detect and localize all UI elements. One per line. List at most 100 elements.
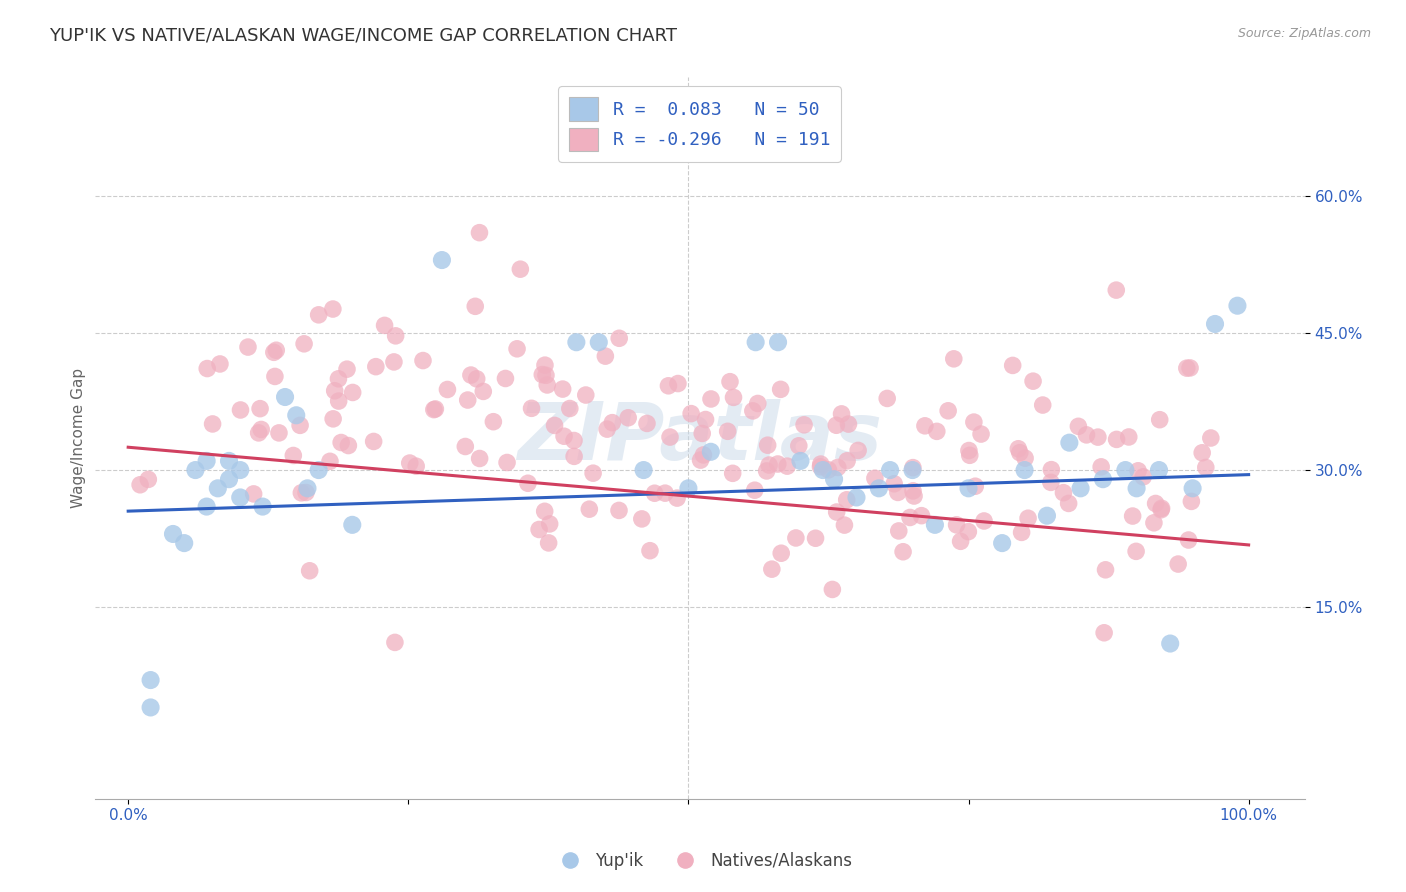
Point [531,368,554,382]
Point [810,459,832,474]
Point [295,485,318,500]
Point [638,543,661,558]
Point [887,485,910,500]
Point [901,460,924,475]
Point [1039,475,1062,490]
Point [1144,496,1167,510]
Point [1150,502,1173,516]
Point [644,486,666,500]
Point [804,531,827,545]
Point [330,435,353,450]
Point [509,262,531,277]
Point [1052,485,1074,500]
Point [834,518,856,533]
Point [129,477,152,491]
Point [770,546,793,560]
Point [756,438,779,452]
Point [901,483,924,498]
Point [741,404,763,418]
Point [1001,359,1024,373]
Point [1105,283,1128,297]
Point [323,384,346,398]
Point [1226,299,1249,313]
Point [721,467,744,481]
Point [666,491,689,505]
Point [957,481,980,495]
Point [457,392,479,407]
Point [1032,398,1054,412]
Point [562,450,585,464]
Point [405,459,427,474]
Point [263,345,285,359]
Point [322,412,344,426]
Point [1143,516,1166,530]
Point [689,453,711,467]
Point [617,410,640,425]
Point [229,403,252,417]
Point [236,340,259,354]
Point [468,451,491,466]
Point [575,388,598,402]
Point [290,485,312,500]
Point [582,466,605,480]
Point [1181,481,1204,495]
Point [322,301,344,316]
Point [218,454,240,468]
Point [384,635,406,649]
Point [817,463,839,477]
Point [537,536,560,550]
Point [436,383,458,397]
Y-axis label: Wage/Income Gap: Wage/Income Gap [72,368,86,508]
Point [959,448,981,462]
Point [1175,361,1198,376]
Point [717,425,740,439]
Point [1195,460,1218,475]
Point [744,483,766,498]
Point [207,481,229,495]
Point [553,429,575,443]
Point [308,308,330,322]
Point [496,455,519,469]
Point [588,335,610,350]
Point [891,545,914,559]
Point [1114,463,1136,477]
Point [267,425,290,440]
Point [945,517,967,532]
Point [264,343,287,358]
Point [831,407,853,421]
Point [758,458,780,472]
Point [534,358,557,372]
Point [465,372,488,386]
Point [229,463,252,477]
Point [195,454,218,468]
Point [218,472,240,486]
Point [1070,481,1092,495]
Point [1091,472,1114,486]
Point [925,425,948,439]
Point [681,407,703,421]
Point [139,700,162,714]
Point [695,412,717,426]
Legend: Yup'ik, Natives/Alaskans: Yup'ik, Natives/Alaskans [547,846,859,877]
Point [1150,501,1173,516]
Point [364,359,387,374]
Point [382,355,405,369]
Point [901,463,924,477]
Point [292,336,315,351]
Point [596,422,619,436]
Point [1007,442,1029,456]
Point [1014,463,1036,477]
Point [162,527,184,541]
Point [846,443,869,458]
Point [914,418,936,433]
Point [769,382,792,396]
Point [328,394,350,409]
Point [288,418,311,433]
Point [472,384,495,399]
Point [910,508,932,523]
Point [283,449,305,463]
Point [657,379,679,393]
Point [1022,374,1045,388]
Point [495,371,517,385]
Point [1105,433,1128,447]
